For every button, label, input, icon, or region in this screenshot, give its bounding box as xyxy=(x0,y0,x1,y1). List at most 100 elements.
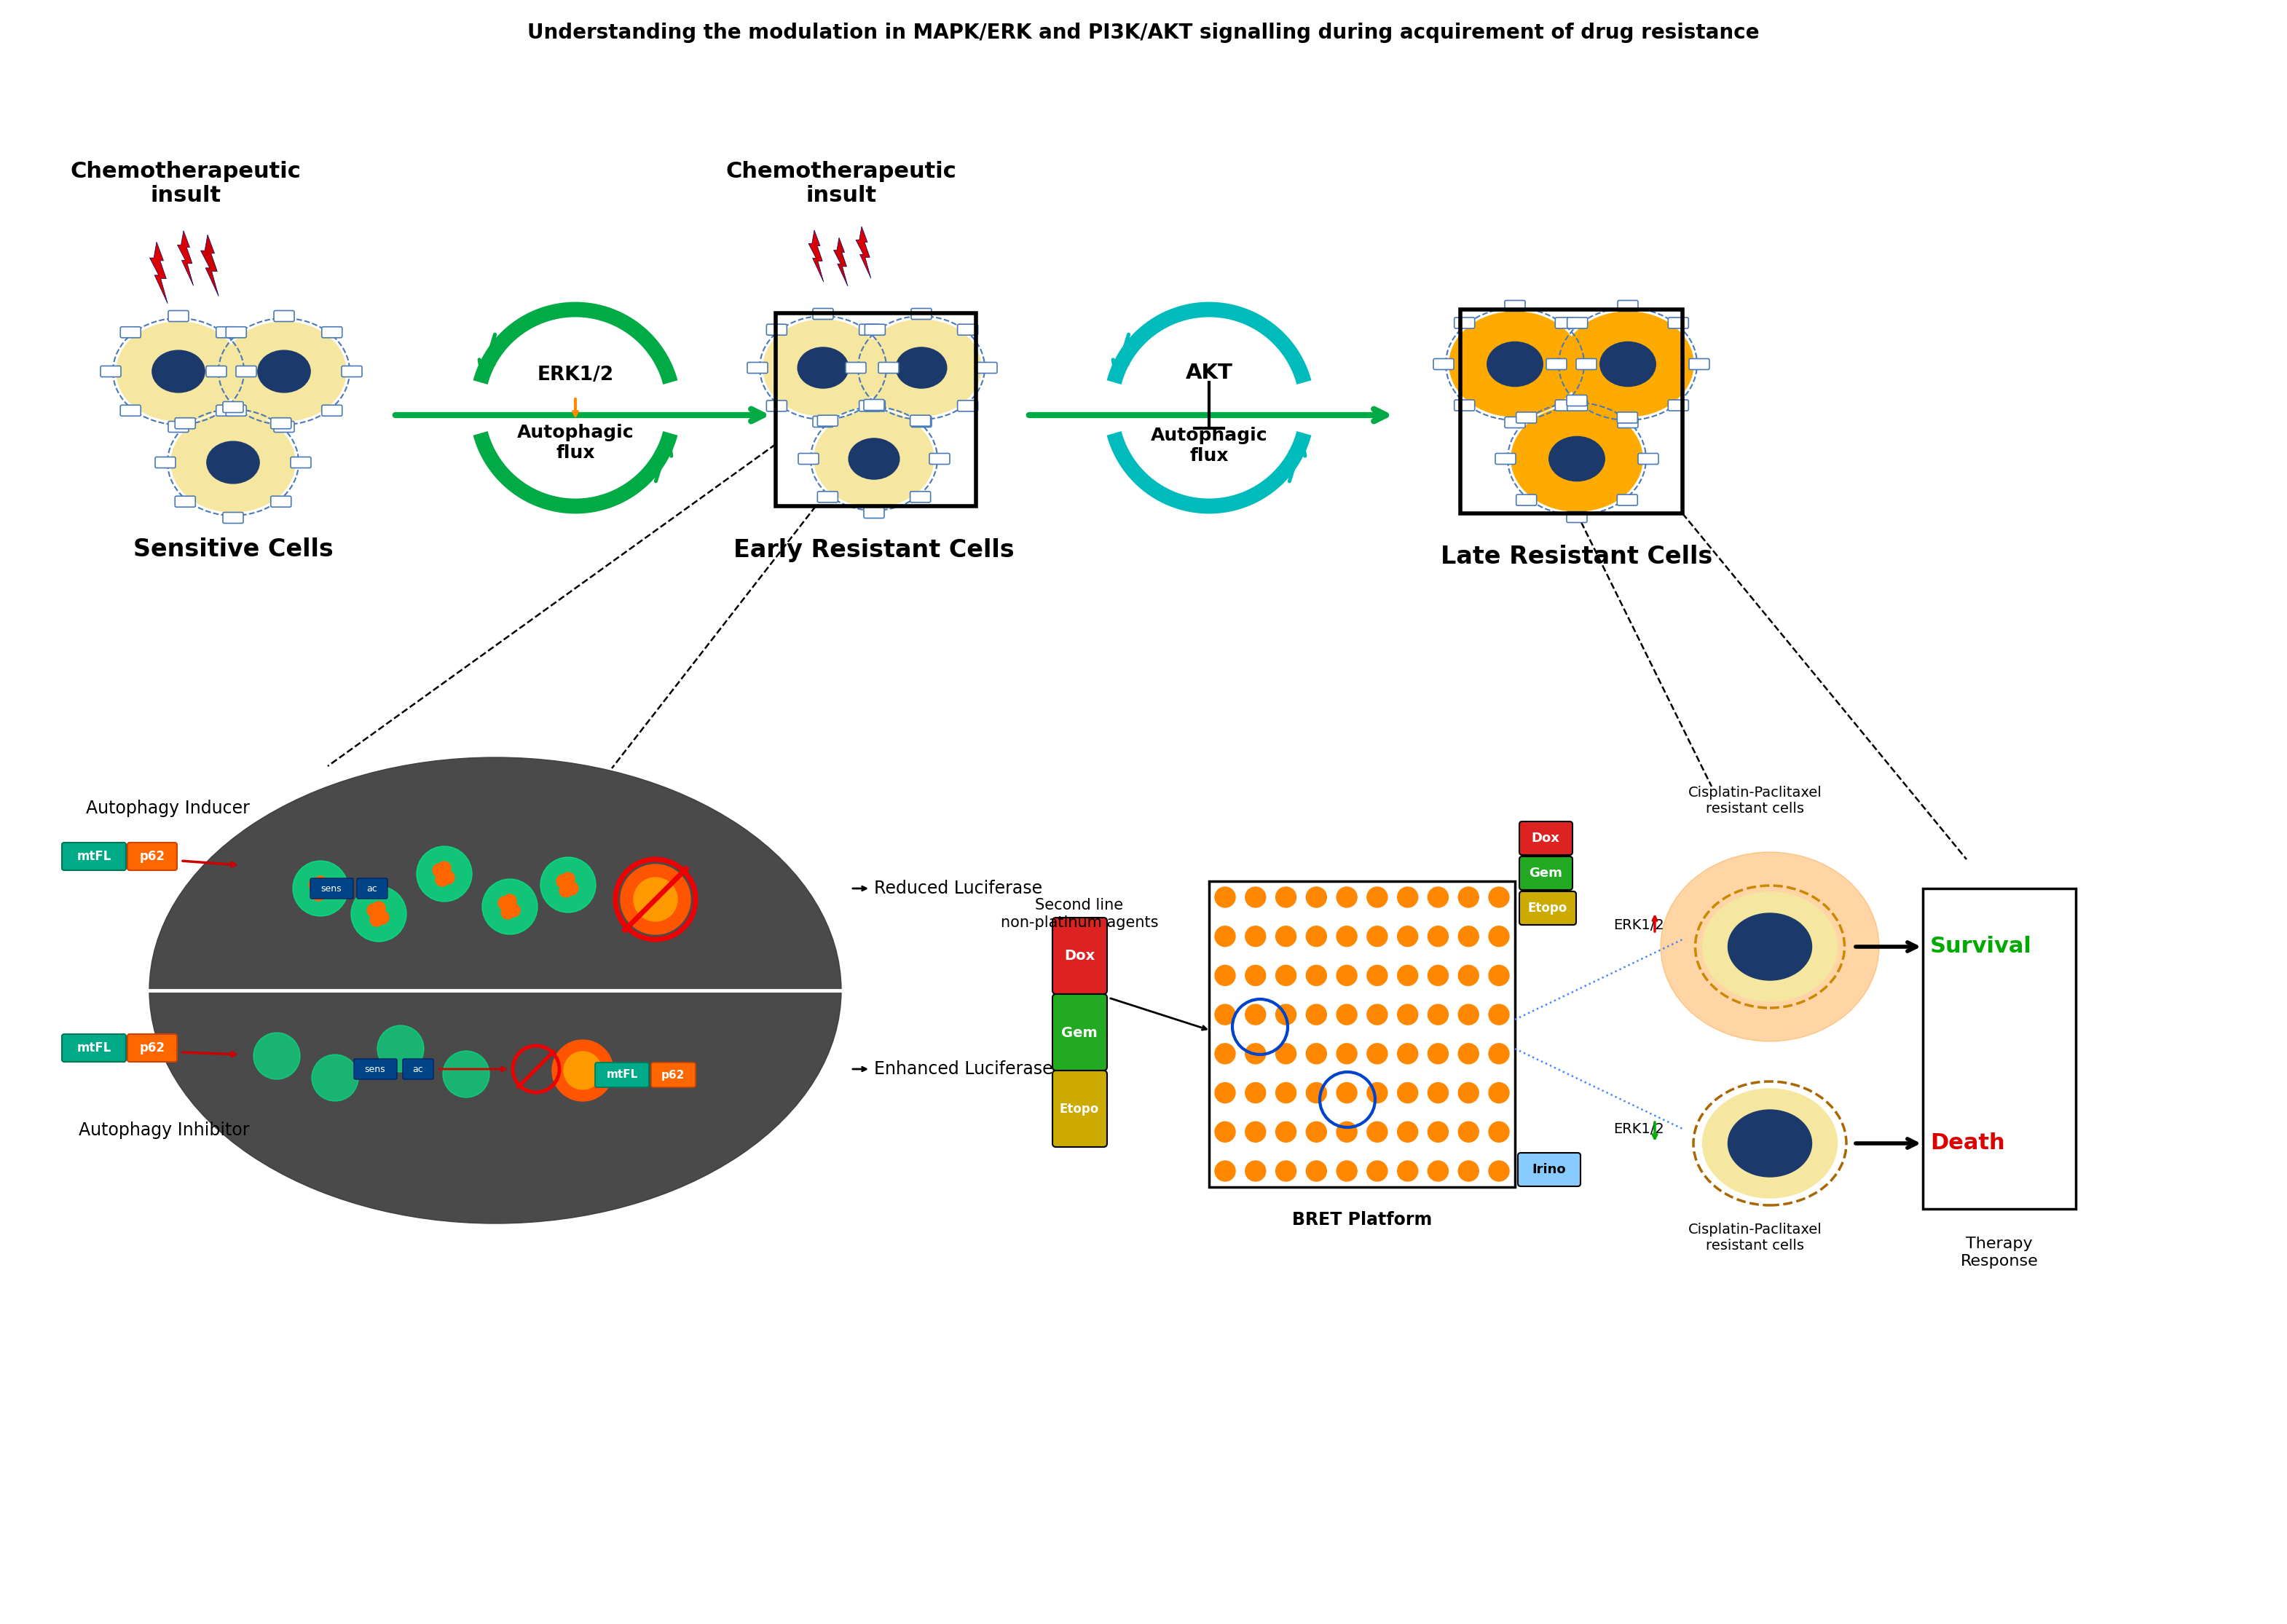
Ellipse shape xyxy=(1729,913,1811,981)
Text: Cisplatin-Paclitaxel
resistant cells: Cisplatin-Paclitaxel resistant cells xyxy=(1688,786,1823,815)
FancyBboxPatch shape xyxy=(217,326,236,338)
Circle shape xyxy=(1336,926,1356,947)
Circle shape xyxy=(1336,1044,1356,1064)
Circle shape xyxy=(1276,1122,1297,1142)
FancyBboxPatch shape xyxy=(169,421,188,432)
Circle shape xyxy=(1306,1083,1326,1103)
Circle shape xyxy=(1368,887,1388,908)
Circle shape xyxy=(565,882,579,895)
Text: p62: p62 xyxy=(661,1070,684,1080)
Circle shape xyxy=(1427,1083,1448,1103)
Circle shape xyxy=(1427,1122,1448,1142)
Circle shape xyxy=(556,875,569,888)
Text: Autophagic
flux: Autophagic flux xyxy=(517,424,633,461)
Circle shape xyxy=(1459,926,1480,947)
FancyBboxPatch shape xyxy=(226,404,247,416)
FancyBboxPatch shape xyxy=(878,362,899,374)
Text: Dox: Dox xyxy=(1063,950,1095,963)
FancyBboxPatch shape xyxy=(1052,918,1107,994)
FancyBboxPatch shape xyxy=(910,492,931,502)
FancyBboxPatch shape xyxy=(121,326,142,338)
Circle shape xyxy=(1489,1122,1509,1142)
Circle shape xyxy=(1397,926,1418,947)
FancyBboxPatch shape xyxy=(354,1059,398,1080)
Ellipse shape xyxy=(1487,341,1544,387)
FancyBboxPatch shape xyxy=(816,416,837,425)
Text: Gem: Gem xyxy=(1528,867,1562,880)
FancyBboxPatch shape xyxy=(958,325,979,335)
FancyBboxPatch shape xyxy=(1667,317,1688,328)
FancyBboxPatch shape xyxy=(812,309,832,320)
Text: ERK1/2: ERK1/2 xyxy=(1612,1122,1665,1135)
Polygon shape xyxy=(855,226,871,278)
Polygon shape xyxy=(149,242,167,304)
Ellipse shape xyxy=(1660,853,1880,1041)
Text: Second line
non-platinum agents: Second line non-platinum agents xyxy=(1002,898,1157,929)
Circle shape xyxy=(1368,926,1388,947)
FancyBboxPatch shape xyxy=(748,362,768,374)
Circle shape xyxy=(1276,1161,1297,1181)
Text: AKT: AKT xyxy=(1185,362,1233,383)
FancyBboxPatch shape xyxy=(1516,495,1537,505)
FancyBboxPatch shape xyxy=(341,365,361,377)
Circle shape xyxy=(370,913,384,926)
FancyBboxPatch shape xyxy=(1455,400,1475,411)
Circle shape xyxy=(1397,965,1418,986)
FancyBboxPatch shape xyxy=(1519,856,1573,890)
Ellipse shape xyxy=(153,351,206,393)
Circle shape xyxy=(1214,887,1235,908)
Circle shape xyxy=(352,887,407,942)
Circle shape xyxy=(1397,1044,1418,1064)
FancyBboxPatch shape xyxy=(864,401,885,411)
Circle shape xyxy=(254,1033,300,1080)
Circle shape xyxy=(1214,1083,1235,1103)
FancyBboxPatch shape xyxy=(1576,359,1596,370)
FancyBboxPatch shape xyxy=(798,453,819,464)
Text: Chemotherapeutic
insult: Chemotherapeutic insult xyxy=(71,161,302,206)
Circle shape xyxy=(368,905,380,918)
Circle shape xyxy=(441,870,455,883)
Text: sens: sens xyxy=(320,883,341,893)
FancyBboxPatch shape xyxy=(206,365,226,377)
FancyBboxPatch shape xyxy=(864,507,885,518)
Circle shape xyxy=(503,895,517,908)
Ellipse shape xyxy=(1512,406,1642,512)
Circle shape xyxy=(416,846,471,901)
FancyBboxPatch shape xyxy=(1667,400,1688,411)
FancyBboxPatch shape xyxy=(169,310,188,322)
Circle shape xyxy=(1276,887,1297,908)
FancyBboxPatch shape xyxy=(1567,512,1587,523)
Text: ac: ac xyxy=(366,883,377,893)
Circle shape xyxy=(508,905,519,918)
Circle shape xyxy=(377,1025,423,1072)
Text: Autophagic
flux: Autophagic flux xyxy=(1150,427,1267,464)
FancyBboxPatch shape xyxy=(101,365,121,377)
Text: Etopo: Etopo xyxy=(1528,901,1567,914)
Circle shape xyxy=(1306,887,1326,908)
Ellipse shape xyxy=(1548,437,1605,481)
Text: mtFL: mtFL xyxy=(78,1041,112,1054)
FancyBboxPatch shape xyxy=(910,416,931,425)
Circle shape xyxy=(1306,1161,1326,1181)
Circle shape xyxy=(437,861,451,875)
Circle shape xyxy=(1336,887,1356,908)
Circle shape xyxy=(432,864,446,877)
Circle shape xyxy=(499,896,512,909)
Circle shape xyxy=(620,864,691,934)
Ellipse shape xyxy=(798,348,848,388)
FancyBboxPatch shape xyxy=(1567,395,1587,406)
Circle shape xyxy=(1336,1083,1356,1103)
FancyBboxPatch shape xyxy=(290,456,311,468)
Circle shape xyxy=(540,857,597,913)
Ellipse shape xyxy=(172,412,295,512)
FancyBboxPatch shape xyxy=(222,401,242,412)
Text: p62: p62 xyxy=(140,849,165,862)
Ellipse shape xyxy=(149,757,842,1223)
FancyBboxPatch shape xyxy=(860,325,880,335)
Circle shape xyxy=(551,1039,613,1101)
FancyBboxPatch shape xyxy=(1690,359,1708,370)
FancyBboxPatch shape xyxy=(322,404,343,416)
Circle shape xyxy=(1397,1122,1418,1142)
Ellipse shape xyxy=(206,442,258,484)
FancyBboxPatch shape xyxy=(322,326,343,338)
